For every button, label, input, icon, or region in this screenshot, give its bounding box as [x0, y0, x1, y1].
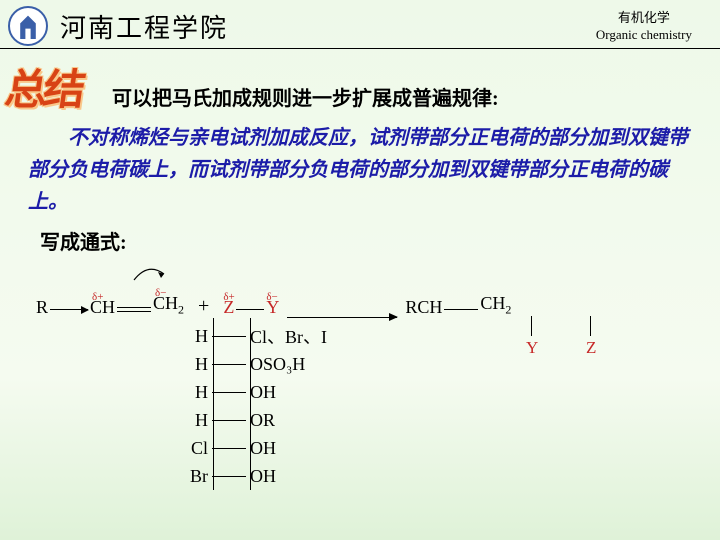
- reactant-CH: δ+ CH: [90, 297, 115, 318]
- course-en: Organic chemistry: [596, 27, 692, 44]
- header-divider: [0, 48, 720, 49]
- sub-right-4: OH: [246, 438, 276, 459]
- rule-text: 不对称烯烃与亲电试剂加成反应，试剂带部分正电荷的部分加到双键带部分负电荷碳上，而…: [28, 122, 692, 218]
- formula-label: 写成通式:: [40, 226, 127, 255]
- sub-bond-3: [212, 420, 246, 421]
- delta-plus-Z: δ+: [223, 291, 234, 303]
- sub-row-3: H OR: [176, 406, 327, 434]
- sub-row-2: H OH: [176, 378, 327, 406]
- sub-bond-4: [212, 448, 246, 449]
- product-Z-label: Z: [586, 338, 596, 358]
- sub-left-4: Cl: [176, 438, 212, 459]
- product-Y-label: Y: [526, 338, 538, 358]
- sub-left-0: H: [176, 326, 212, 347]
- delta-minus-CH2: δ−: [155, 287, 166, 299]
- vline-prod-Y: [531, 316, 532, 336]
- sub-left-2: H: [176, 382, 212, 403]
- summary-badge: 总结: [2, 56, 87, 117]
- sub-row-4: Cl OH: [176, 434, 327, 462]
- course-title: 有机化学 Organic chemistry: [596, 10, 692, 44]
- sub-right-3: OR: [246, 410, 275, 431]
- reaction-equation: R δ+ CH δ− CH2 + δ+ Z: [30, 268, 690, 318]
- sub-right-0: Cl、Br、I: [246, 323, 327, 349]
- sub-bond-1: [212, 364, 246, 365]
- header-bar: 河南工程学院 有机化学 Organic chemistry: [8, 4, 712, 48]
- university-logo: [8, 6, 48, 46]
- sub-right-1: OSO₃H: [246, 354, 305, 375]
- reagent-Z: δ+ Z: [223, 297, 234, 318]
- reaction-arrow: [287, 317, 397, 318]
- sub-left-1: H: [176, 354, 212, 375]
- delta-minus-Y: δ−: [266, 291, 277, 303]
- delta-plus-CH: δ+: [92, 291, 103, 303]
- substitution-table: H Cl、Br、I H OSO₃H H OH H OR Cl OH Br OH: [176, 322, 327, 490]
- reactant-R: R: [36, 297, 48, 318]
- logo-building-icon: [15, 13, 41, 39]
- sub-bond-2: [212, 392, 246, 393]
- vline-prod-Z: [590, 316, 591, 336]
- course-cn: 有机化学: [596, 10, 692, 27]
- sub-left-3: H: [176, 410, 212, 431]
- product-RCH: RCH: [405, 297, 442, 318]
- sub-row-1: H OSO₃H: [176, 350, 327, 378]
- sub-right-2: OH: [246, 382, 276, 403]
- reagent-Y: δ− Y: [266, 297, 279, 318]
- sub-row-0: H Cl、Br、I: [176, 322, 327, 350]
- sub-bond-5: [212, 476, 246, 477]
- product-CH2: CH2: [480, 293, 511, 318]
- chemical-scheme: R δ+ CH δ− CH2 + δ+ Z: [30, 268, 690, 318]
- plus-sign: +: [198, 295, 209, 318]
- sub-bond-0: [212, 336, 246, 337]
- sub-left-5: Br: [176, 466, 212, 487]
- university-name: 河南工程学院: [60, 8, 228, 45]
- intro-text: 可以把马氏加成规则进一步扩展成普遍规律:: [112, 82, 680, 111]
- sub-row-5: Br OH: [176, 462, 327, 490]
- reactant-CH2: δ− CH2: [153, 293, 184, 318]
- curved-arrow-icon: [128, 260, 172, 284]
- sub-right-5: OH: [246, 466, 276, 487]
